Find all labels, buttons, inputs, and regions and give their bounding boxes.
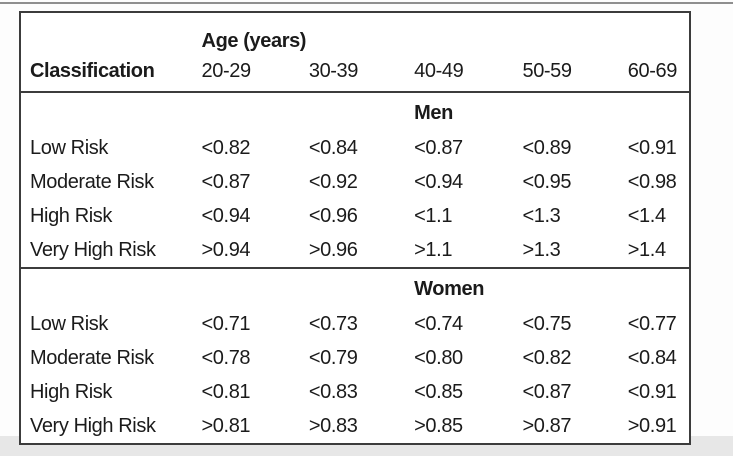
value-cell: <0.92 (308, 171, 358, 193)
value-cell: <0.83 (308, 381, 358, 403)
value-cell: <0.82 (522, 347, 572, 369)
value-cell: <0.73 (308, 313, 358, 335)
value-cell: <0.98 (627, 171, 677, 193)
table-row: Moderate Risk <0.78 <0.79 <0.80 <0.82 <0… (20, 341, 690, 375)
section-title-women: Women (414, 267, 523, 307)
value-cell: <0.84 (627, 347, 677, 369)
value-cell: >0.87 (522, 415, 572, 437)
value-cell: <0.87 (414, 137, 463, 159)
column-header-row: Classification 20-29 30-39 40-49 50-59 6… (20, 55, 690, 92)
value-cell: <0.80 (414, 347, 463, 369)
empty-cell (522, 267, 628, 307)
empty-cell (308, 91, 415, 131)
table-row: Very High Risk >0.94 >0.96 >1.1 >1.3 >1.… (20, 233, 690, 268)
value-cell: <1.4 (627, 205, 666, 227)
value-cell: >0.85 (414, 415, 463, 437)
value-cell: <0.89 (522, 137, 572, 159)
age-column-header: 20-29 (201, 60, 252, 82)
empty-cell (20, 12, 202, 55)
empty-cell (201, 267, 309, 307)
value-cell: <0.75 (522, 313, 572, 335)
empty-cell (20, 91, 202, 131)
value-cell: <0.77 (627, 313, 677, 335)
age-column-header: 30-39 (308, 60, 359, 82)
row-label: Low Risk (30, 137, 108, 159)
value-cell: >0.91 (627, 415, 677, 437)
value-cell: <0.81 (201, 381, 251, 403)
empty-cell (627, 91, 690, 131)
value-cell: <0.94 (201, 205, 251, 227)
value-cell: <0.87 (522, 381, 572, 403)
value-cell: >0.96 (308, 239, 358, 261)
section-title-men: Men (414, 91, 523, 131)
empty-cell (627, 267, 690, 307)
empty-cell (201, 91, 309, 131)
row-label: High Risk (30, 381, 112, 403)
table-row: Moderate Risk <0.87 <0.92 <0.94 <0.95 <0… (20, 165, 690, 199)
table-row: Low Risk <0.71 <0.73 <0.74 <0.75 <0.77 (20, 307, 690, 341)
value-cell: <0.74 (414, 313, 463, 335)
value-cell: <0.91 (627, 137, 677, 159)
empty-cell (308, 267, 415, 307)
value-cell: <0.87 (201, 171, 251, 193)
empty-cell (20, 267, 202, 307)
value-cell: >1.4 (627, 239, 666, 261)
row-label: Moderate Risk (30, 171, 154, 193)
value-cell: >0.94 (201, 239, 251, 261)
value-cell: >0.81 (201, 415, 251, 437)
value-cell: <0.95 (522, 171, 572, 193)
row-label: Very High Risk (30, 239, 156, 261)
value-cell: >0.83 (308, 415, 358, 437)
table-row: Low Risk <0.82 <0.84 <0.87 <0.89 <0.91 (20, 131, 690, 165)
table-row: High Risk <0.81 <0.83 <0.85 <0.87 <0.91 (20, 375, 690, 409)
classification-header: Classification (30, 60, 155, 82)
age-group-header: Age (years) (201, 30, 307, 52)
section-header-row-men: Men (20, 91, 690, 131)
value-cell: <0.82 (201, 137, 251, 159)
value-cell: >1.3 (522, 239, 561, 261)
age-group-header-row: Age (years) (20, 12, 690, 55)
value-cell: >1.1 (414, 239, 453, 261)
value-cell: <1.3 (522, 205, 561, 227)
table-row: Very High Risk >0.81 >0.83 >0.85 >0.87 >… (20, 409, 690, 444)
value-cell: <1.1 (414, 205, 453, 227)
value-cell: <0.96 (308, 205, 358, 227)
value-cell: <0.78 (201, 347, 251, 369)
table-row: High Risk <0.94 <0.96 <1.1 <1.3 <1.4 (20, 199, 690, 233)
page-crop-line (0, 2, 733, 4)
section-header-row-women: Women (20, 267, 690, 307)
value-cell: <0.94 (414, 171, 463, 193)
row-label: Low Risk (30, 313, 108, 335)
risk-classification-table: Age (years) Classification 20-29 30-39 4… (19, 11, 691, 445)
empty-cell (522, 91, 628, 131)
row-label: Very High Risk (30, 415, 156, 437)
value-cell: <0.85 (414, 381, 463, 403)
row-label: High Risk (30, 205, 112, 227)
value-cell: <0.91 (627, 381, 677, 403)
age-column-header: 50-59 (522, 60, 572, 82)
value-cell: <0.84 (308, 137, 358, 159)
row-label: Moderate Risk (30, 347, 154, 369)
age-column-header: 60-69 (627, 60, 678, 82)
value-cell: <0.79 (308, 347, 358, 369)
value-cell: <0.71 (201, 313, 251, 335)
age-column-header: 40-49 (414, 60, 464, 82)
